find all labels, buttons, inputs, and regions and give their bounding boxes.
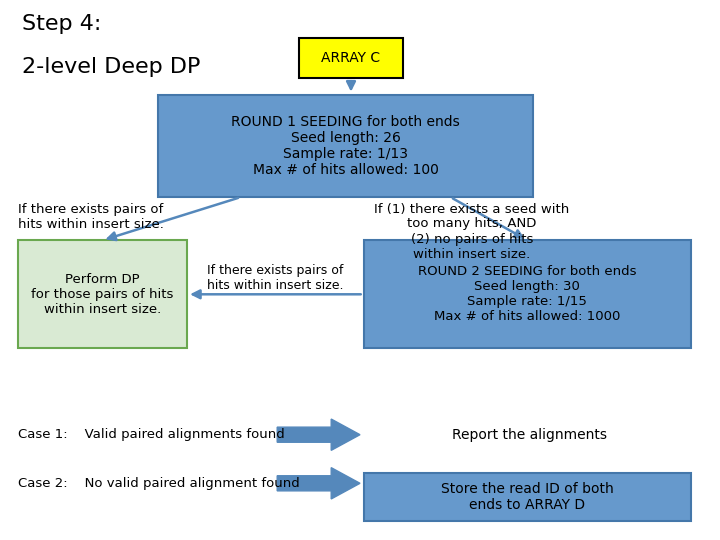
Text: Case 2:    No valid paired alignment found: Case 2: No valid paired alignment found [18, 477, 300, 490]
Text: ROUND 2 SEEDING for both ends
Seed length: 30
Sample rate: 1/15
Max # of hits al: ROUND 2 SEEDING for both ends Seed lengt… [418, 265, 636, 323]
Text: ROUND 1 SEEDING for both ends
Seed length: 26
Sample rate: 1/13
Max # of hits al: ROUND 1 SEEDING for both ends Seed lengt… [231, 114, 460, 177]
Text: Store the read ID of both
ends to ARRAY D: Store the read ID of both ends to ARRAY … [441, 482, 613, 512]
Polygon shape [277, 468, 360, 499]
FancyBboxPatch shape [18, 240, 187, 348]
Text: 2-level Deep DP: 2-level Deep DP [22, 57, 200, 77]
Text: Step 4:: Step 4: [22, 14, 101, 33]
Text: If there exists pairs of
hits within insert size.: If there exists pairs of hits within ins… [207, 264, 343, 292]
Text: Case 1:    Valid paired alignments found: Case 1: Valid paired alignments found [18, 428, 284, 441]
FancyBboxPatch shape [364, 240, 691, 348]
Text: If (1) there exists a seed with
too many hits; AND
(2) no pairs of hits
within i: If (1) there exists a seed with too many… [374, 202, 570, 260]
FancyBboxPatch shape [158, 94, 533, 197]
FancyBboxPatch shape [299, 38, 403, 78]
Text: Report the alignments: Report the alignments [451, 428, 607, 442]
FancyBboxPatch shape [364, 472, 691, 521]
Text: ARRAY C: ARRAY C [321, 51, 381, 65]
Text: Perform DP
for those pairs of hits
within insert size.: Perform DP for those pairs of hits withi… [32, 273, 174, 316]
Polygon shape [277, 419, 360, 450]
Text: If there exists pairs of
hits within insert size.: If there exists pairs of hits within ins… [18, 202, 164, 231]
